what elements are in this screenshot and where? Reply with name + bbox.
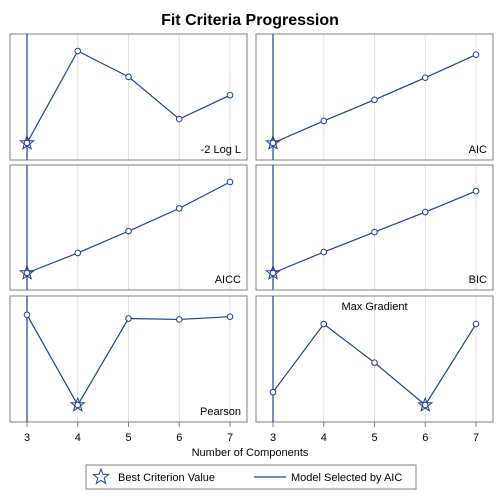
best-criterion-star-icon — [69, 396, 86, 412]
panel-label: Max Gradient — [341, 301, 407, 313]
x-tick-label: 5 — [371, 432, 377, 444]
x-tick-label: 3 — [24, 432, 30, 444]
panel-label: -2 Log L — [201, 144, 241, 156]
data-point — [421, 74, 429, 81]
x-tick-label: 4 — [75, 432, 81, 444]
data-point — [320, 320, 328, 328]
data-point — [226, 313, 234, 320]
panel-2-log-l: -2 Log L — [9, 33, 248, 161]
best-criterion-star-icon — [264, 264, 282, 280]
legend: Best Criterion Value Model Selected by A… — [85, 464, 417, 490]
panel-grid: -2 Log L AIC AICC BIC Pearson Max Gradient — [9, 33, 494, 423]
legend-item-model-selected: Model Selected by AIC — [291, 472, 402, 484]
legend-item-best-criterion: Best Criterion Value — [118, 472, 215, 484]
legend-frame — [85, 464, 417, 490]
panel-label: AIC — [469, 144, 487, 156]
data-point — [472, 320, 480, 328]
x-tick-label: 7 — [227, 432, 233, 444]
x-axes: 3 4 5 6 7 3 4 5 6 7 — [24, 422, 479, 444]
panel-label: Pearson — [200, 406, 241, 418]
data-point — [269, 388, 277, 396]
data-point — [320, 117, 328, 125]
panel-frame — [9, 164, 248, 291]
panel-aic: AIC — [255, 33, 494, 161]
x-axis-left: 3 4 5 6 7 — [24, 422, 233, 444]
data-point — [23, 311, 31, 319]
best-criterion-star-icon — [264, 134, 282, 150]
data-point — [175, 205, 183, 212]
x-axis-label: Number of Components — [192, 447, 309, 459]
data-point — [125, 227, 132, 235]
panel-label: BIC — [469, 274, 487, 286]
data-point — [320, 248, 328, 256]
x-tick-label: 3 — [270, 432, 276, 444]
best-criterion-star-icon — [18, 264, 36, 280]
chart-title: Fit Criteria Progression — [161, 12, 339, 29]
x-axis-right: 3 4 5 6 7 — [270, 422, 479, 444]
panel-bic: BIC — [255, 164, 494, 291]
best-criterion-star-icon — [417, 396, 434, 412]
panel-pearson: Pearson — [9, 295, 248, 423]
data-point — [125, 315, 132, 322]
x-tick-label: 4 — [321, 432, 327, 444]
data-point — [472, 187, 480, 195]
data-point — [472, 51, 480, 58]
data-point — [125, 73, 132, 81]
panel-frame — [9, 33, 248, 161]
panel-frame — [255, 33, 494, 161]
data-point — [371, 228, 378, 236]
data-point — [421, 208, 429, 216]
x-tick-label: 6 — [176, 432, 182, 444]
panel-frame — [255, 164, 494, 291]
x-tick-label: 6 — [422, 432, 428, 444]
data-point — [175, 115, 183, 123]
best-criterion-star-icon — [18, 134, 36, 150]
data-point — [226, 178, 234, 186]
data-point — [74, 249, 82, 257]
panel-aicc: AICC — [9, 164, 248, 291]
x-tick-label: 5 — [125, 432, 131, 444]
x-tick-label: 7 — [473, 432, 479, 444]
data-point — [371, 359, 378, 366]
panel-max-gradient: Max Gradient — [255, 295, 494, 423]
legend-star-icon — [92, 467, 110, 485]
data-point — [226, 91, 234, 99]
data-point — [371, 96, 378, 104]
data-point — [74, 47, 82, 55]
panel-label: AICC — [215, 274, 241, 286]
data-point — [175, 316, 183, 323]
